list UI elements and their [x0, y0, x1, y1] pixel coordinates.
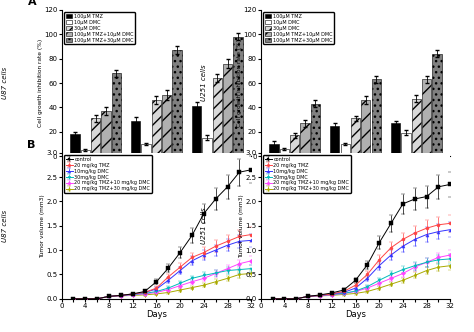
Bar: [340, 144, 350, 156]
Y-axis label: Cell growth inhibition rate (%): Cell growth inhibition rate (%): [237, 39, 242, 127]
Bar: [101, 111, 110, 156]
Y-axis label: Tumor volume (mm3): Tumor volume (mm3): [40, 194, 45, 258]
Text: U251 cells: U251 cells: [201, 65, 207, 101]
Bar: [422, 79, 431, 156]
Bar: [202, 138, 211, 156]
Bar: [401, 133, 410, 156]
Legend: 100μM TMZ, 10μM DMC, 30μM DMC, 100μM TMZ+10μM DMC, 100μM TMZ+30μM DMC: 100μM TMZ, 10μM DMC, 30μM DMC, 100μM TMZ…: [263, 12, 334, 44]
Bar: [391, 123, 401, 156]
Bar: [372, 79, 381, 156]
X-axis label: Days: Days: [345, 310, 366, 319]
Y-axis label: Cell growth inhibition rate (%): Cell growth inhibition rate (%): [37, 39, 43, 127]
Bar: [412, 99, 421, 156]
Text: B: B: [27, 140, 36, 150]
Bar: [290, 135, 299, 156]
Bar: [432, 54, 442, 156]
Bar: [310, 104, 320, 156]
Bar: [131, 121, 140, 156]
Bar: [173, 50, 182, 156]
Legend: control, 20 mg/kg TMZ, 10mg/kg DMC, 30mg/kg DMC, 20 mg/kg TMZ+10 mg/kg DMC, 20 m: control, 20 mg/kg TMZ, 10mg/kg DMC, 30mg…: [263, 155, 351, 193]
Text: U87 cells: U87 cells: [2, 67, 8, 99]
Text: A: A: [27, 0, 36, 7]
Legend: 100μM TMZ, 10μM DMC, 30μM DMC, 100μM TMZ+10μM DMC, 100μM TMZ+30μM DMC: 100μM TMZ, 10μM DMC, 30μM DMC, 100μM TMZ…: [64, 12, 135, 44]
Text: U251 cells: U251 cells: [201, 208, 207, 244]
Bar: [141, 144, 151, 156]
Text: U87 cells: U87 cells: [2, 210, 8, 242]
Bar: [269, 144, 279, 156]
Bar: [192, 106, 201, 156]
Bar: [361, 100, 371, 156]
Bar: [81, 150, 90, 156]
Bar: [213, 78, 222, 156]
Bar: [301, 123, 310, 156]
X-axis label: Days: Days: [146, 310, 167, 319]
Bar: [70, 134, 80, 156]
Bar: [152, 100, 161, 156]
Bar: [330, 125, 339, 156]
Legend: control, 20 mg/kg TMZ, 10mg/kg DMC, 30mg/kg DMC, 20 mg/kg TMZ+10 mg/kg DMC, 20 m: control, 20 mg/kg TMZ, 10mg/kg DMC, 30mg…: [64, 155, 152, 193]
Bar: [91, 118, 100, 156]
Bar: [223, 63, 232, 156]
Y-axis label: Tumor volume (mm3): Tumor volume (mm3): [239, 194, 244, 258]
Bar: [162, 95, 172, 156]
Bar: [111, 73, 121, 156]
Bar: [280, 149, 289, 156]
Bar: [233, 37, 243, 156]
Bar: [351, 118, 360, 156]
